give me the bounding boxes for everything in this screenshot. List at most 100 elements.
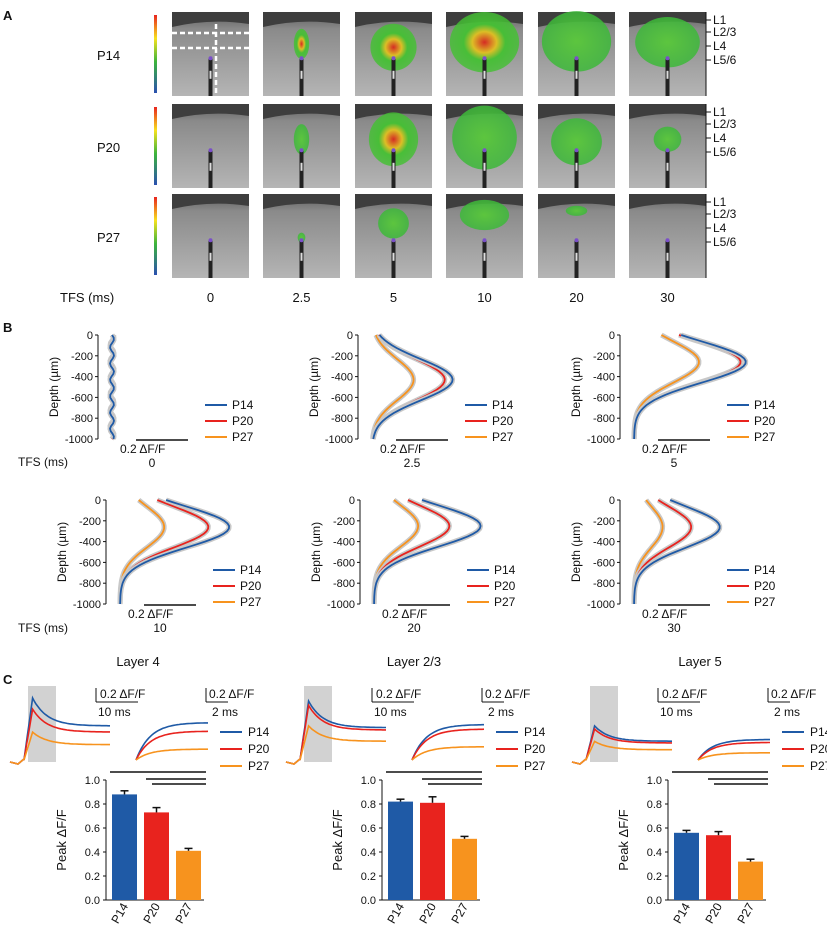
image-tile <box>629 194 706 278</box>
y-tick-label: -1000 <box>327 599 355 611</box>
image-tile <box>538 11 615 96</box>
scale-time-label: 10 ms <box>98 705 131 719</box>
y-axis-label: Depth (µm) <box>47 357 61 417</box>
stim-site <box>391 148 396 153</box>
profile-line-p14 <box>373 499 482 604</box>
scale-amp-label: 0.2 ΔF/F <box>771 687 816 701</box>
y-tick-label: -800 <box>593 413 615 425</box>
stim-site <box>482 148 487 153</box>
electrode-tip <box>666 162 669 171</box>
y-tick-label: -1000 <box>73 599 101 611</box>
image-tile <box>263 194 340 278</box>
bar-y-tick-label: 1.0 <box>647 775 662 787</box>
bar-y-tick-label: 0.0 <box>361 895 376 907</box>
bar-y-tick-label: 1.0 <box>85 775 100 787</box>
long-trace-p27 <box>285 724 386 765</box>
electrode-tip <box>666 252 669 261</box>
long-trace-p20 <box>285 703 386 765</box>
bar-category-label: P27 <box>172 900 195 926</box>
legend-label: P20 <box>248 742 270 756</box>
bar-y-tick-label: 0.8 <box>361 799 376 811</box>
y-tick-label: -600 <box>79 557 101 569</box>
pia-region <box>629 194 706 209</box>
bar-y-tick-label: 0.8 <box>85 799 100 811</box>
image-tile <box>538 104 615 188</box>
short-trace-p27 <box>411 746 484 761</box>
legend-label: P14 <box>232 398 254 412</box>
scale-bar-label: 0.2 ΔF/F <box>382 607 427 621</box>
depth-profile-plot: 0 -200 -400 -600 -800 -1000 Depth (µm) 0.2 ΔF/F… <box>569 330 776 470</box>
short-trace-p27 <box>697 752 770 761</box>
y-tick-label: -800 <box>593 578 615 590</box>
scale-time-label: 10 ms <box>374 705 407 719</box>
y-axis-label: Depth (µm) <box>569 522 583 582</box>
colorbar <box>154 197 157 275</box>
stim-site <box>574 148 579 153</box>
activation-area <box>459 199 510 231</box>
layer-label: L2/3 <box>713 117 737 131</box>
short-trace-p14 <box>135 722 208 761</box>
profile-line-p27 <box>371 334 415 440</box>
colorbar <box>154 15 157 93</box>
scale-amp-label: 0.2 ΔF/F <box>100 687 145 701</box>
panel-letter-c: C <box>3 672 13 687</box>
legend-label: P20 <box>492 414 514 428</box>
scale-bar-label: 0.2 ΔF/F <box>642 607 687 621</box>
panel-a-row-label-p14: P14 <box>97 48 120 63</box>
legend-label: P14 <box>754 563 776 577</box>
electrode-tip <box>300 70 303 79</box>
activation-area <box>293 124 310 155</box>
legend-label: P27 <box>754 430 776 444</box>
bar-y-tick-label: 0.8 <box>647 799 662 811</box>
electrode-tip <box>209 70 212 79</box>
profile-line-p14 <box>109 334 115 440</box>
scale-bar-label: 0.2 ΔF/F <box>380 442 425 456</box>
stim-site <box>482 56 487 61</box>
bar-y-tick-label: 0.6 <box>361 823 376 835</box>
stim-site <box>208 148 213 153</box>
scale-amp-label: 0.2 ΔF/F <box>485 687 530 701</box>
y-tick-label: -200 <box>331 351 353 363</box>
bar-category-label: P14 <box>108 900 131 926</box>
pia-region <box>355 104 432 119</box>
pia-region <box>263 104 340 119</box>
electrode-tip <box>209 252 212 261</box>
bar-y-tick-label: 0.4 <box>647 847 662 859</box>
short-trace-p27 <box>135 748 208 761</box>
legend-label: P20 <box>810 742 827 756</box>
y-tick-label: -400 <box>333 537 355 549</box>
image-tile <box>446 104 523 188</box>
pia-region <box>629 104 706 119</box>
depth-profile-plot: 0 -200 -400 -600 -800 -1000 Depth (µm) 0.2 ΔF/F… <box>569 495 776 635</box>
electrode-tip <box>483 252 486 261</box>
bar-y-axis-label: Peak ΔF/F <box>616 809 631 870</box>
y-tick-label: -600 <box>333 557 355 569</box>
legend-label: P20 <box>754 579 776 593</box>
stim-site <box>665 148 670 153</box>
image-tile <box>172 12 249 96</box>
scale-time-label: 2 ms <box>774 705 800 719</box>
y-tick-label: -1000 <box>587 599 615 611</box>
stim-site <box>208 238 213 243</box>
bar-y-axis-label: Peak ΔF/F <box>54 809 69 870</box>
short-trace-p20 <box>697 741 770 761</box>
long-trace-p14 <box>9 695 110 765</box>
scale-amp-label: 0.2 ΔF/F <box>662 687 707 701</box>
electrode-tip <box>575 162 578 171</box>
bar-y-tick-label: 0.2 <box>85 871 100 883</box>
y-tick-label: 0 <box>95 495 101 507</box>
pia-region <box>172 194 249 209</box>
panel-letter-b: B <box>3 320 12 335</box>
bar-category-label: P27 <box>734 900 757 926</box>
profile-line-p14 <box>633 499 721 604</box>
bar-p14 <box>112 794 137 900</box>
panel-a-image-grid: P14L1L2/3L4L5/6P20L1L2/3L4L5/6P27L1L2/3L… <box>97 11 737 305</box>
bar-y-tick-label: 0.2 <box>361 871 376 883</box>
y-axis-label: Depth (µm) <box>307 357 321 417</box>
image-tile <box>629 12 706 96</box>
activation-area <box>551 118 602 166</box>
profile-line-p20 <box>633 499 692 604</box>
layer-label: L5/6 <box>713 145 737 159</box>
legend-label: P20 <box>240 579 262 593</box>
